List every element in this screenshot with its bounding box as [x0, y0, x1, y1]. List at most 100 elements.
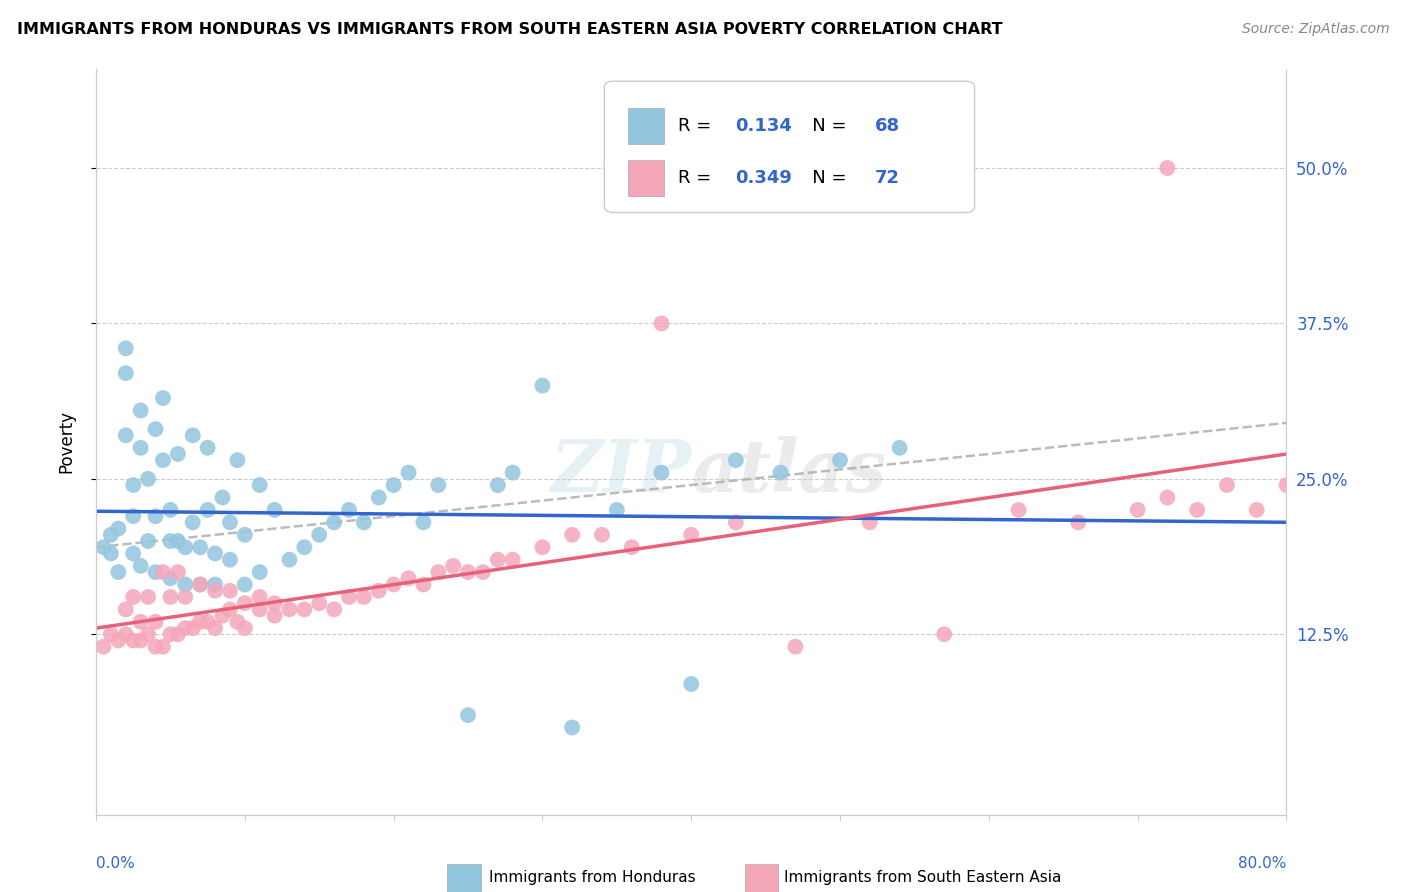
Point — [226, 615, 249, 629]
Point — [159, 534, 181, 549]
Text: R =: R = — [678, 169, 717, 187]
Point — [323, 602, 346, 616]
Text: R =: R = — [678, 117, 717, 135]
Point — [159, 571, 181, 585]
Point — [181, 428, 204, 442]
Point — [152, 391, 174, 405]
Point — [681, 528, 703, 542]
Text: N =: N = — [794, 117, 852, 135]
Point — [502, 466, 524, 480]
Point — [323, 516, 346, 530]
Point — [188, 577, 211, 591]
Point — [1067, 516, 1090, 530]
Point — [145, 640, 167, 654]
Point — [591, 528, 613, 542]
Text: 0.349: 0.349 — [735, 169, 792, 187]
Point — [263, 608, 285, 623]
Point — [129, 615, 152, 629]
Point — [145, 509, 167, 524]
Point — [145, 422, 167, 436]
Point — [122, 478, 145, 492]
FancyBboxPatch shape — [745, 863, 778, 892]
Point — [1156, 491, 1178, 505]
Point — [233, 528, 256, 542]
Point — [152, 453, 174, 467]
Point — [561, 721, 583, 735]
Point — [181, 621, 204, 635]
Point — [136, 627, 159, 641]
FancyBboxPatch shape — [628, 108, 664, 144]
Point — [1246, 503, 1268, 517]
FancyBboxPatch shape — [605, 81, 974, 212]
Point — [233, 621, 256, 635]
Text: 72: 72 — [875, 169, 900, 187]
Point — [129, 403, 152, 417]
Point — [204, 546, 226, 560]
Point — [152, 640, 174, 654]
Text: 80.0%: 80.0% — [1239, 855, 1286, 871]
Point — [769, 466, 792, 480]
Point — [249, 565, 271, 579]
Point — [934, 627, 956, 641]
Point — [398, 571, 420, 585]
Text: Immigrants from South Eastern Asia: Immigrants from South Eastern Asia — [785, 871, 1062, 886]
Point — [159, 590, 181, 604]
Point — [457, 565, 479, 579]
Point — [859, 516, 882, 530]
Point — [1156, 161, 1178, 175]
Point — [114, 627, 136, 641]
Point — [531, 540, 554, 554]
Point — [100, 627, 122, 641]
Point — [159, 627, 181, 641]
Point — [152, 565, 174, 579]
Point — [107, 633, 129, 648]
Text: 68: 68 — [875, 117, 900, 135]
Point — [122, 590, 145, 604]
Point — [486, 552, 509, 566]
Point — [107, 565, 129, 579]
Point — [337, 590, 360, 604]
Point — [263, 503, 285, 517]
Point — [1216, 478, 1239, 492]
Point — [93, 640, 115, 654]
Point — [174, 621, 197, 635]
Point — [427, 565, 450, 579]
Point — [136, 534, 159, 549]
Point — [204, 577, 226, 591]
Point — [292, 540, 315, 554]
Point — [219, 583, 242, 598]
Point — [174, 577, 197, 591]
Point — [166, 627, 188, 641]
Y-axis label: Poverty: Poverty — [58, 410, 75, 473]
Point — [197, 503, 219, 517]
Text: 0.0%: 0.0% — [96, 855, 135, 871]
Point — [188, 577, 211, 591]
Point — [181, 516, 204, 530]
Point — [204, 583, 226, 598]
Point — [412, 577, 434, 591]
Point — [114, 602, 136, 616]
Point — [382, 577, 405, 591]
Point — [620, 540, 643, 554]
Text: Immigrants from Honduras: Immigrants from Honduras — [489, 871, 696, 886]
Point — [114, 341, 136, 355]
Point — [308, 528, 330, 542]
Point — [197, 441, 219, 455]
Point — [174, 590, 197, 604]
Point — [412, 516, 434, 530]
Point — [211, 491, 233, 505]
Point — [159, 503, 181, 517]
Point — [353, 590, 375, 604]
Point — [122, 546, 145, 560]
Point — [724, 453, 747, 467]
Point — [367, 491, 389, 505]
Point — [561, 528, 583, 542]
Point — [308, 596, 330, 610]
FancyBboxPatch shape — [447, 863, 481, 892]
Point — [100, 528, 122, 542]
Point — [650, 317, 672, 331]
Point — [531, 378, 554, 392]
FancyBboxPatch shape — [628, 161, 664, 196]
Point — [211, 608, 233, 623]
Point — [471, 565, 494, 579]
